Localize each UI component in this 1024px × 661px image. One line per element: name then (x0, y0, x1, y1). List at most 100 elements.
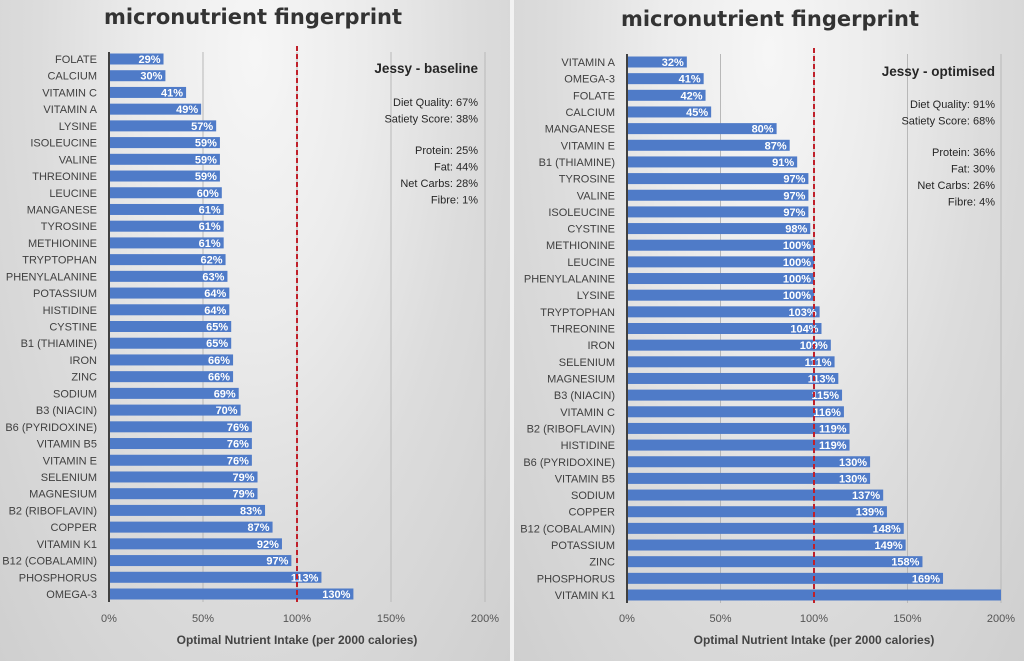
info-box-line: Satiety Score: 38% (384, 114, 478, 126)
bar-value-label: 130% (839, 473, 867, 485)
bar (627, 206, 809, 218)
bar-value-label: 104% (790, 324, 818, 336)
bar (627, 472, 871, 484)
bar (109, 137, 220, 149)
bar (627, 56, 687, 68)
bar (109, 387, 239, 399)
bar (627, 339, 831, 351)
bar (109, 70, 166, 82)
category-label: VITAMIN B5 (37, 439, 97, 451)
category-label: B6 (PYRIDOXINE) (523, 457, 615, 469)
category-label: CYSTINE (49, 322, 97, 334)
bar-value-label: 66% (208, 372, 230, 384)
category-label: PHOSPHORUS (537, 573, 615, 585)
bar-value-label: 87% (248, 522, 270, 534)
bar (109, 504, 266, 516)
x-axis-label: Optimal Nutrient Intake (per 2000 calori… (694, 633, 935, 647)
category-label: COPPER (569, 507, 616, 519)
category-label: VALINE (59, 154, 97, 166)
bar (627, 239, 814, 251)
category-label: TYROSINE (41, 221, 97, 233)
category-label: IRON (588, 340, 616, 352)
bar-value-label: 103% (788, 307, 816, 319)
category-label: THREONINE (32, 171, 97, 183)
bar-value-label: 57% (191, 121, 213, 133)
bar (109, 53, 164, 65)
bar-value-label: 61% (199, 221, 221, 233)
info-box-line: Fibre: 4% (948, 196, 995, 208)
category-label: VITAMIN E (43, 455, 97, 467)
optimised-chart: micronutrient fingerprint 32% 41% 42% 45% 80… (520, 7, 1015, 647)
bar-value-label: 30% (140, 71, 162, 83)
bar-value-label: 116% (813, 407, 841, 419)
bar-value-label: 59% (195, 171, 217, 183)
bar (627, 489, 884, 501)
bar (627, 456, 871, 468)
x-tick-label: 100% (283, 613, 311, 625)
bar-value-label: 60% (197, 188, 219, 200)
category-label: MANGANESE (27, 204, 97, 216)
category-label: HISTIDINE (561, 440, 615, 452)
category-label: VITAMIN A (43, 104, 97, 116)
bar-value-label: 61% (199, 204, 221, 216)
category-label: VITAMIN E (561, 140, 615, 152)
bar-value-label: 97% (783, 207, 805, 219)
info-box-line: Fat: 44% (434, 161, 478, 173)
bar-value-label: 79% (232, 472, 254, 484)
category-label: POTASSIUM (551, 540, 615, 552)
bar (627, 572, 944, 584)
category-label: THREONINE (550, 324, 615, 336)
bar (109, 86, 187, 98)
bar (109, 521, 273, 533)
x-tick-label: 100% (800, 613, 828, 625)
category-label: OMEGA-3 (46, 589, 97, 601)
bar-value-label: 61% (199, 238, 221, 250)
chart-title: micronutrient fingerprint (621, 7, 919, 31)
category-label: VITAMIN A (561, 57, 615, 69)
bar-value-label: 63% (202, 271, 224, 283)
category-label: ISOLEUCINE (30, 138, 97, 150)
category-label: MAGNESIUM (547, 373, 615, 385)
category-label: B6 (PYRIDOXINE) (5, 422, 97, 434)
x-axis-label: Optimal Nutrient Intake (per 2000 calori… (177, 633, 418, 647)
bar (627, 173, 809, 185)
bar (109, 555, 292, 567)
category-label: COPPER (51, 522, 98, 534)
category-label: VALINE (577, 190, 615, 202)
bar (627, 356, 835, 368)
category-label: B1 (THIAMINE) (21, 338, 97, 350)
bar (109, 103, 202, 115)
bar-value-label: 119% (819, 423, 847, 435)
info-box-line: Net Carbs: 26% (917, 180, 995, 192)
info-box-line: Satiety Score: 68% (901, 116, 995, 128)
chart-title: micronutrient fingerprint (104, 5, 402, 29)
bar-value-label: 97% (783, 174, 805, 186)
bar (627, 306, 820, 318)
bar (109, 153, 220, 165)
bar-value-label: 66% (208, 355, 230, 367)
category-label: POTASSIUM (33, 288, 97, 300)
bar-value-label: 100% (783, 240, 811, 252)
panel-divider (510, 0, 514, 661)
bar-value-label: 113% (808, 373, 836, 385)
bar (627, 106, 712, 118)
bar-value-label: 64% (204, 288, 226, 300)
x-tick-label: 200% (987, 613, 1015, 625)
bar (627, 506, 887, 518)
category-label: HISTIDINE (43, 305, 97, 317)
bar (109, 120, 217, 132)
bar (109, 404, 241, 416)
bar-value-label: 111% (805, 357, 832, 369)
category-label: LYSINE (577, 290, 615, 302)
category-label: TRYPTOPHAN (540, 307, 615, 319)
bar (109, 270, 228, 282)
bar-value-label: 65% (206, 338, 228, 350)
category-label: CYSTINE (567, 224, 615, 236)
category-label: OMEGA-3 (564, 74, 615, 86)
x-tick-label: 150% (893, 613, 921, 625)
info-box-line: Diet Quality: 91% (910, 99, 995, 111)
bar (627, 323, 822, 334)
bar-value-label: 79% (232, 489, 254, 501)
bar-value-label: 130% (322, 589, 350, 601)
info-box-line: Fibre: 1% (431, 194, 478, 206)
